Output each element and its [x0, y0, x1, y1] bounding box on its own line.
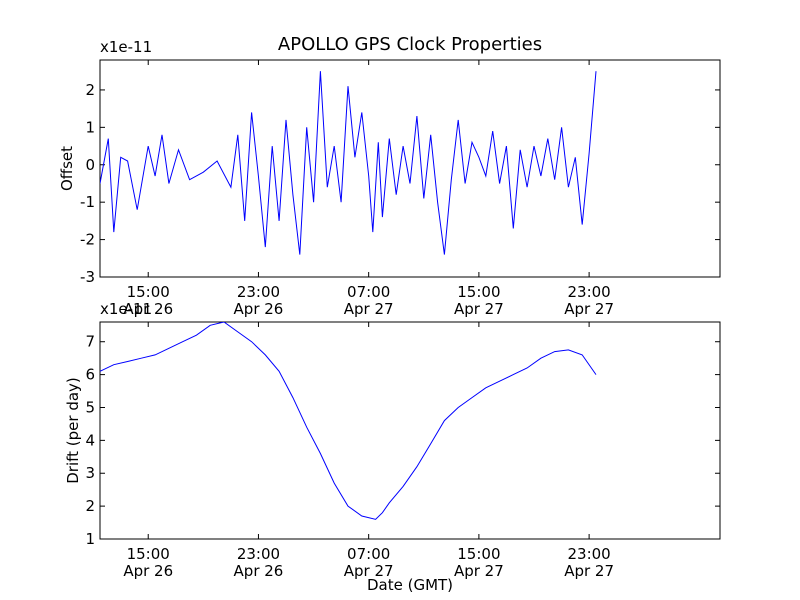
y-tick-label: 2 [85, 497, 95, 515]
x-tick-date-label: Apr 26 [123, 562, 173, 580]
y-axis-label: Offset [58, 146, 76, 191]
x-tick-label: 07:00 [347, 283, 390, 301]
x-axis-label: Date (GMT) [367, 576, 453, 594]
x-tick-date-label: Apr 27 [564, 562, 614, 580]
y-axis-label: Drift (per day) [64, 377, 82, 484]
y-tick-label: 2 [85, 81, 95, 99]
y-tick-label: 3 [85, 464, 95, 482]
y-tick-label: -3 [80, 268, 95, 286]
x-tick-label: 23:00 [567, 545, 610, 563]
x-tick-label: 23:00 [237, 283, 280, 301]
x-tick-label: 15:00 [127, 283, 170, 301]
x-tick-label: 15:00 [127, 545, 170, 563]
plot-area [99, 59, 721, 278]
x-tick-date-label: Apr 26 [123, 300, 173, 318]
series-line [100, 71, 597, 255]
y-tick-label: 1 [85, 530, 95, 548]
y-tick-label: 0 [85, 156, 95, 174]
x-tick-date-label: Apr 27 [564, 300, 614, 318]
y-tick-label: 7 [85, 333, 95, 351]
x-tick-date-label: Apr 26 [234, 562, 284, 580]
x-tick-label: 15:00 [457, 545, 500, 563]
y-tick-label: 4 [85, 431, 95, 449]
x-tick-label: 07:00 [347, 545, 390, 563]
y-scale-label: x1e-11 [100, 300, 152, 318]
x-tick-label: 23:00 [237, 545, 280, 563]
chart-title: APOLLO GPS Clock Properties [278, 34, 542, 55]
y-tick-label: -1 [80, 193, 95, 211]
plot-area [99, 321, 721, 540]
x-tick-label: 15:00 [457, 283, 500, 301]
y-scale-label: x1e-11 [100, 38, 152, 56]
x-tick-date-label: Apr 27 [344, 300, 394, 318]
x-tick-date-label: Apr 27 [454, 300, 504, 318]
x-tick-date-label: Apr 26 [234, 300, 284, 318]
series-line [100, 322, 597, 520]
x-tick-label: 23:00 [567, 283, 610, 301]
x-tick-date-label: Apr 27 [454, 562, 504, 580]
x-tick-date-label: Apr 27 [344, 562, 394, 580]
y-tick-label: 1 [85, 118, 95, 136]
y-tick-label: 5 [85, 398, 95, 416]
y-tick-label: 6 [85, 366, 95, 384]
y-tick-label: -2 [80, 231, 95, 249]
